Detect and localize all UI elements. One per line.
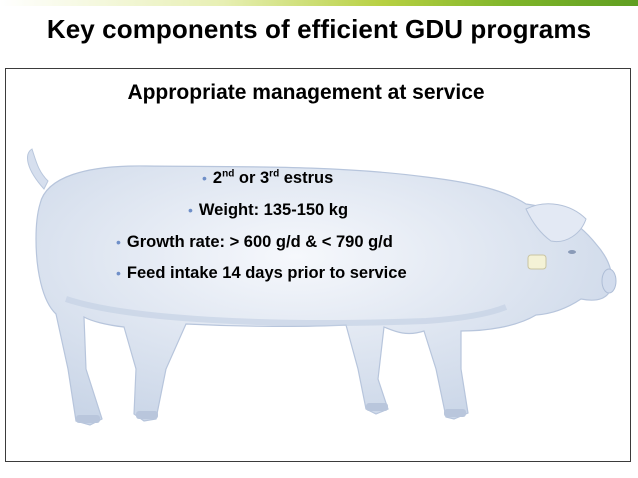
slide-subtitle: Appropriate management at service	[127, 81, 485, 104]
estrus-sup2: rd	[269, 168, 280, 180]
bullet-item-weight: • Weight: 135-150 kg	[188, 201, 348, 220]
estrus-post: estrus	[279, 169, 334, 187]
bullet-item-estrus: • 2nd or 3rd estrus	[202, 169, 333, 188]
bullet-dot-icon: •	[116, 234, 121, 250]
content-frame: Appropriate management at service • 2nd o…	[5, 68, 631, 462]
estrus-mid: or 3	[234, 169, 270, 187]
bullet-text: Feed intake 14 days prior to service	[126, 264, 407, 282]
bullet-item-growth-rate: • Growth rate: > 600 g/d & < 790 g/d	[116, 233, 393, 252]
bullet-dot-icon: •	[202, 170, 207, 186]
bullet-text: Weight: 135-150 kg	[198, 201, 349, 219]
bullet-text: Growth rate: > 600 g/d & < 790 g/d	[126, 233, 393, 251]
bullet-item-feed-intake: • Feed intake 14 days prior to service	[116, 264, 407, 283]
bullet-dot-icon: •	[116, 265, 121, 281]
top-accent-bar	[0, 0, 638, 6]
estrus-sup1: nd	[222, 168, 235, 180]
bullet-list: • 2nd or 3rd estrus • Weight: 135-150 kg •…	[6, 69, 630, 461]
estrus-pre: 2	[212, 169, 223, 187]
pig-image	[27, 148, 617, 426]
bullet-dot-icon: •	[188, 202, 193, 218]
slide-title: Key components of efficient GDU programs	[46, 14, 592, 44]
